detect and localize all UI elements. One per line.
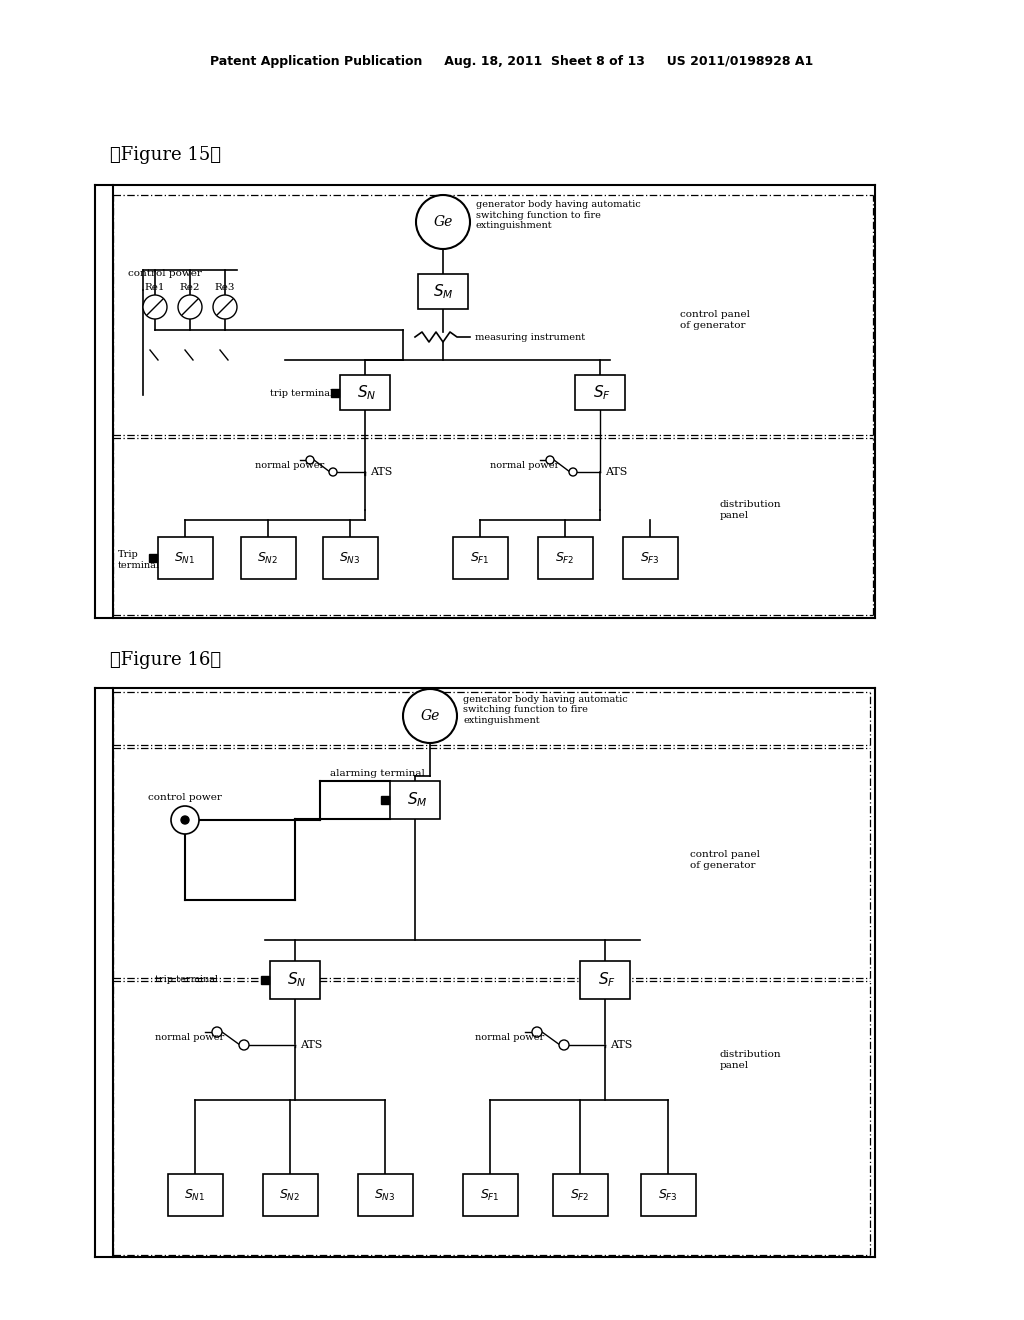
Bar xyxy=(270,961,319,999)
Bar xyxy=(340,375,390,411)
Text: $S_{F3}$: $S_{F3}$ xyxy=(658,1188,678,1203)
Text: trip terminal: trip terminal xyxy=(270,388,333,397)
Text: distribution
panel: distribution panel xyxy=(720,1051,781,1069)
Bar xyxy=(553,1173,608,1216)
Text: Ge: Ge xyxy=(420,709,439,723)
Text: $S_F$: $S_F$ xyxy=(593,384,611,403)
Text: Re3: Re3 xyxy=(215,284,236,293)
Text: $S_M$: $S_M$ xyxy=(407,791,427,809)
Bar xyxy=(261,975,269,983)
Circle shape xyxy=(239,1040,249,1049)
Circle shape xyxy=(212,1027,222,1038)
Text: $S_F$: $S_F$ xyxy=(598,970,616,990)
Text: distribution
panel: distribution panel xyxy=(720,500,781,520)
Text: Patent Application Publication     Aug. 18, 2011  Sheet 8 of 13     US 2011/0198: Patent Application Publication Aug. 18, … xyxy=(210,55,814,69)
Text: normal power: normal power xyxy=(490,461,559,470)
Text: control panel
of generator: control panel of generator xyxy=(680,310,750,330)
Text: alarming terminal: alarming terminal xyxy=(330,768,425,777)
Bar xyxy=(453,537,508,579)
Circle shape xyxy=(416,195,470,249)
Circle shape xyxy=(143,294,167,319)
Text: generator body having automatic
switching function to fire
extinguishment: generator body having automatic switchin… xyxy=(476,201,641,230)
Bar xyxy=(263,1173,318,1216)
Bar xyxy=(168,1173,223,1216)
Text: 』Figure 15】: 』Figure 15】 xyxy=(110,147,221,164)
Text: $S_{N1}$: $S_{N1}$ xyxy=(174,550,196,565)
Text: ATS: ATS xyxy=(605,467,628,477)
Text: $S_{N3}$: $S_{N3}$ xyxy=(339,550,360,565)
Bar xyxy=(358,1173,413,1216)
Circle shape xyxy=(546,455,554,465)
Text: $S_{F1}$: $S_{F1}$ xyxy=(470,550,489,565)
Text: $S_N$: $S_N$ xyxy=(288,970,306,990)
Text: $S_N$: $S_N$ xyxy=(357,384,377,403)
Text: $S_{N3}$: $S_{N3}$ xyxy=(375,1188,395,1203)
Text: 』Figure 16】: 』Figure 16】 xyxy=(110,651,221,669)
Bar xyxy=(641,1173,696,1216)
Circle shape xyxy=(403,689,457,743)
Text: ATS: ATS xyxy=(370,467,392,477)
Bar xyxy=(623,537,678,579)
Circle shape xyxy=(171,807,199,834)
Bar xyxy=(538,537,593,579)
Bar xyxy=(463,1173,518,1216)
Text: Re1: Re1 xyxy=(144,284,165,293)
Bar xyxy=(575,375,625,411)
Text: $S_{F1}$: $S_{F1}$ xyxy=(480,1188,500,1203)
Text: control power: control power xyxy=(148,793,222,803)
Bar xyxy=(158,537,213,579)
Text: Trip
terminal: Trip terminal xyxy=(118,550,160,570)
Text: ATS: ATS xyxy=(300,1040,323,1049)
Text: ATS: ATS xyxy=(610,1040,633,1049)
Bar xyxy=(323,537,378,579)
Bar xyxy=(418,275,468,309)
Text: control power: control power xyxy=(128,268,202,277)
Circle shape xyxy=(178,294,202,319)
Circle shape xyxy=(181,816,189,824)
Circle shape xyxy=(329,469,337,477)
Text: $S_{F3}$: $S_{F3}$ xyxy=(640,550,659,565)
Text: normal power: normal power xyxy=(475,1034,544,1043)
Text: normal power: normal power xyxy=(155,1034,224,1043)
Circle shape xyxy=(213,294,237,319)
Bar xyxy=(150,554,157,562)
Text: $S_{N2}$: $S_{N2}$ xyxy=(280,1188,301,1203)
Bar xyxy=(381,796,389,804)
Bar xyxy=(580,961,630,999)
Text: normal power: normal power xyxy=(255,461,325,470)
Text: Re2: Re2 xyxy=(180,284,201,293)
Circle shape xyxy=(306,455,314,465)
Text: $S_{F2}$: $S_{F2}$ xyxy=(570,1188,590,1203)
Bar xyxy=(390,781,440,818)
Circle shape xyxy=(569,469,577,477)
Text: measuring instrument: measuring instrument xyxy=(475,333,585,342)
Text: $S_{N2}$: $S_{N2}$ xyxy=(257,550,279,565)
Text: $S_M$: $S_M$ xyxy=(433,282,454,301)
Bar xyxy=(241,537,296,579)
Circle shape xyxy=(532,1027,542,1038)
Text: control panel
of generator: control panel of generator xyxy=(690,850,760,870)
Circle shape xyxy=(559,1040,569,1049)
Text: Ge: Ge xyxy=(433,215,453,228)
Text: trip terminal: trip terminal xyxy=(155,975,218,985)
Bar xyxy=(331,389,339,397)
Text: $S_{N1}$: $S_{N1}$ xyxy=(184,1188,206,1203)
Text: $S_{F2}$: $S_{F2}$ xyxy=(555,550,574,565)
Text: generator body having automatic
switching function to fire
extinguishment: generator body having automatic switchin… xyxy=(463,696,628,725)
